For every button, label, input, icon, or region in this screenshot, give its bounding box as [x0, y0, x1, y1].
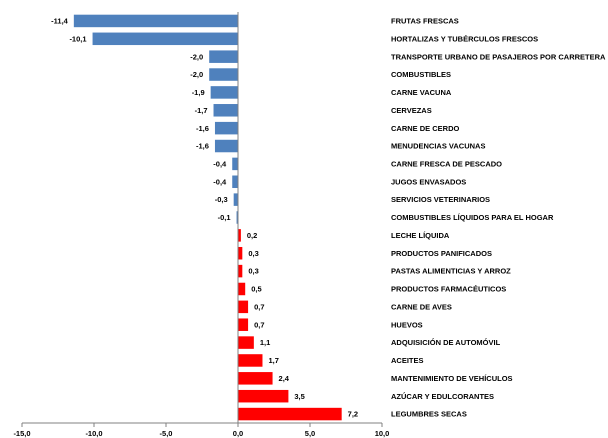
category-label: CARNE DE CERDO [391, 124, 460, 133]
category-label: CARNE FRESCA DE PESCADO [391, 159, 502, 168]
x-axis: -15,0 -10,0 -5,0 0,0 5,0 10,0 [13, 12, 389, 438]
category-label: MANTENIMIENTO DE VEHÍCULOS [391, 374, 513, 383]
bar [238, 318, 249, 331]
category-label: LEGUMBRES SECAS [391, 410, 467, 419]
x-tick-label: -5,0 [160, 429, 173, 438]
data-label: -1,6 [196, 124, 209, 133]
bar [238, 336, 254, 349]
x-tick-label: -15,0 [13, 429, 30, 438]
category-label: JUGOS ENVASADOS [391, 177, 466, 186]
data-label: 0,2 [247, 231, 257, 240]
category-label: CARNE VACUNA [391, 88, 452, 97]
data-label: -0,4 [213, 177, 227, 186]
data-label: -1,6 [196, 142, 209, 151]
data-label: -2,0 [190, 70, 203, 79]
category-label: COMBUSTIBLES LÍQUIDOS PARA EL HOGAR [391, 213, 554, 222]
category-label: TRANSPORTE URBANO DE PASAJEROS POR CARRE… [391, 52, 606, 61]
category-label: HUEVOS [391, 320, 423, 329]
category-label: COMBUSTIBLES [391, 70, 451, 79]
bar [232, 175, 238, 189]
category-label: PRODUCTOS FARMACÉUTICOS [391, 285, 506, 294]
category-label: CERVEZAS [391, 106, 432, 115]
bar [214, 139, 238, 153]
bars-layer [73, 14, 342, 421]
bar [213, 104, 238, 117]
data-label: 2,4 [279, 374, 290, 383]
bar [238, 372, 273, 385]
category-label: FRUTAS FRESCAS [391, 17, 459, 26]
data-label: -10,1 [69, 34, 86, 43]
data-label: 1,7 [268, 356, 278, 365]
category-label: PASTAS ALIMENTICIAS Y ARROZ [391, 267, 511, 276]
category-label: AZÚCAR Y EDULCORANTES [391, 392, 494, 401]
bar [233, 193, 238, 206]
data-label: 1,1 [260, 338, 270, 347]
bar [210, 86, 238, 99]
data-label: -1,9 [192, 88, 205, 97]
data-label: 0,3 [248, 267, 258, 276]
data-label: 0,7 [254, 320, 264, 329]
data-label: 0,3 [248, 249, 258, 258]
bar [73, 14, 238, 28]
x-tick-label: 0,0 [233, 429, 243, 438]
data-label: 0,5 [251, 285, 261, 294]
data-label: -11,4 [51, 17, 69, 26]
x-tick-label: 10,0 [375, 429, 390, 438]
data-label: -0,3 [215, 195, 228, 204]
category-label: ADQUISICIÓN DE AUTOMÓVIL [391, 338, 501, 347]
bar [238, 246, 243, 260]
data-label: 0,7 [254, 302, 264, 311]
bar [232, 157, 238, 171]
category-label: SERVICIOS VETERINARIOS [391, 195, 490, 204]
category-label: HORTALIZAS Y TUBÉRCULOS FRESCOS [391, 34, 538, 43]
data-label: -0,4 [213, 159, 227, 168]
category-label: LECHE LÍQUIDA [391, 231, 450, 240]
x-tick-label: 5,0 [305, 429, 315, 438]
category-label: CARNE DE AVES [391, 302, 452, 311]
bar [238, 229, 241, 242]
category-label: MENUDENCIAS VACUNAS [391, 142, 485, 151]
bar [238, 354, 263, 367]
data-label: -1,7 [195, 106, 208, 115]
data-label: 3,5 [294, 392, 304, 401]
x-tick-label: -10,0 [85, 429, 102, 438]
bar [238, 407, 342, 421]
bar [238, 282, 246, 296]
bar [238, 264, 243, 278]
data-label: -2,0 [190, 52, 203, 61]
labels-layer: -11,4 FRUTAS FRESCAS -10,1 HORTALIZAS Y TUB… [51, 17, 606, 419]
data-label: -0,1 [218, 213, 231, 222]
bar [209, 50, 238, 63]
category-label: ACEITES [391, 356, 424, 365]
bar [236, 211, 238, 224]
bar [92, 32, 238, 46]
data-label: 7,2 [348, 410, 358, 419]
bar [238, 300, 249, 314]
category-label: PRODUCTOS PANIFICADOS [391, 249, 492, 258]
bar [214, 121, 238, 135]
bar [238, 389, 289, 403]
bar [209, 68, 238, 81]
